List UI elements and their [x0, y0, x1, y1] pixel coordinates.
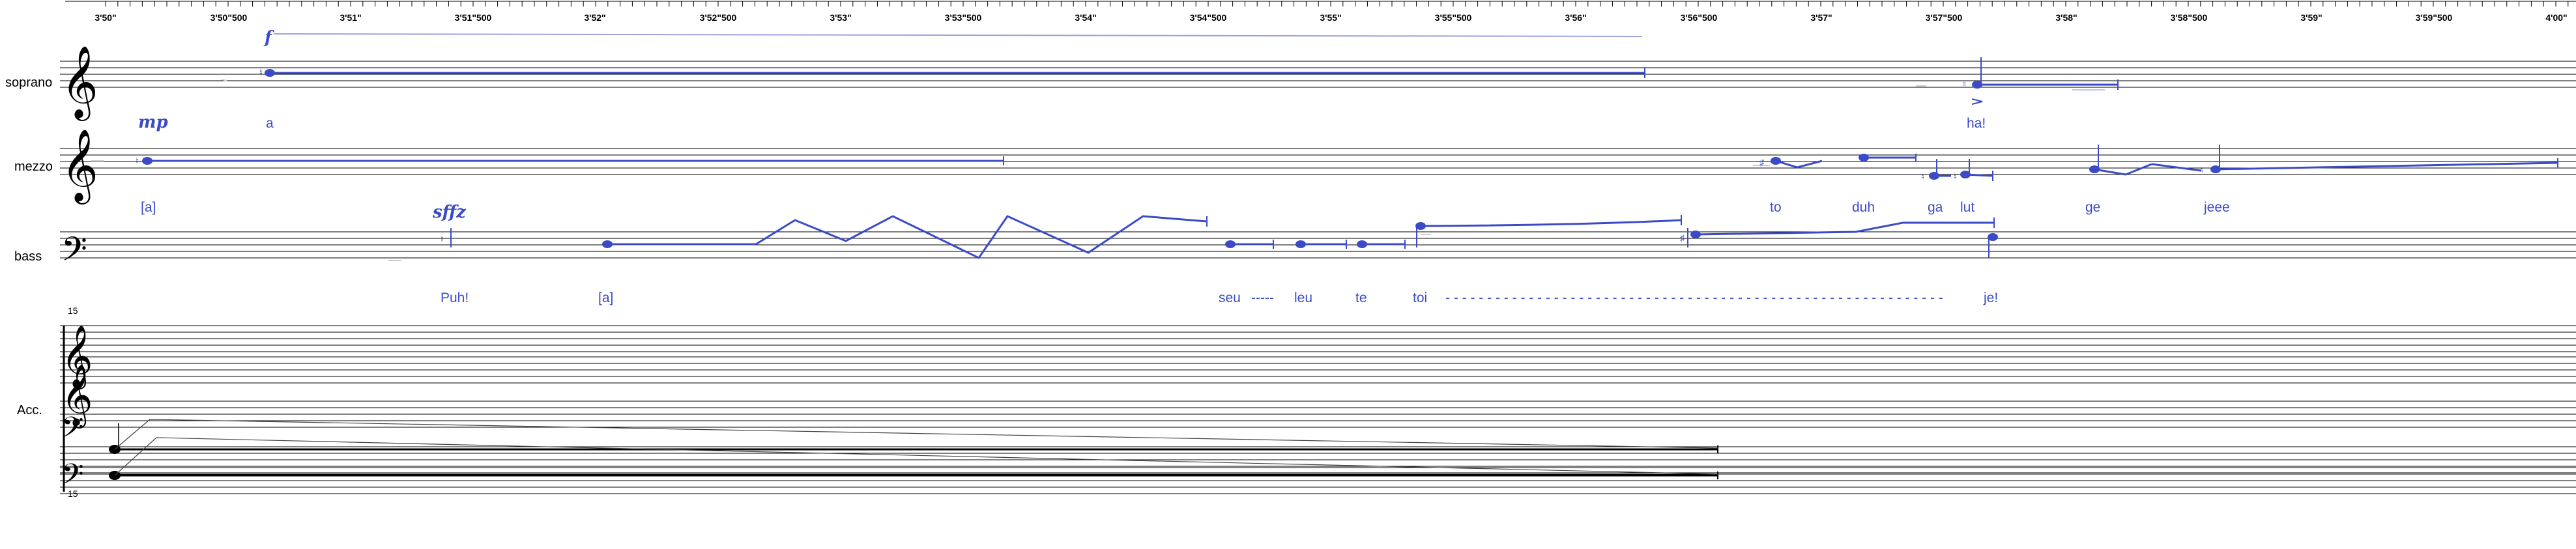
- tick-label: 3'58"500: [2171, 12, 2208, 23]
- tick-label: 3'57": [1810, 12, 1832, 23]
- lyric-syllable: ge: [2085, 200, 2100, 215]
- treble-clef-icon: 𝄞: [61, 45, 98, 121]
- tick-label: 3'51"500: [455, 12, 492, 23]
- tick-label: 3'54": [1075, 12, 1096, 23]
- lyric-syllable: ha!: [1967, 116, 1986, 131]
- tick-label: 3'53": [830, 12, 851, 23]
- tick-label: 3'50": [94, 12, 116, 23]
- lyric-syllable: leu: [1294, 290, 1312, 305]
- bass-clef-icon: 𝄢: [61, 457, 84, 498]
- tick-label: 3'57"500: [1926, 12, 1963, 23]
- natural-sign-icon: ♮: [441, 234, 444, 244]
- bass-clef-icon: 𝄢: [61, 410, 84, 451]
- tick-label: 3'51": [340, 12, 361, 23]
- lyric-syllable: je!: [1983, 290, 1998, 305]
- staff-lines: [60, 61, 2576, 494]
- lyric-syllable: te: [1355, 290, 1367, 305]
- natural-sign-icon: ♮: [1921, 171, 1924, 182]
- accent-icon: [1971, 98, 1983, 105]
- staff-name-soprano: soprano: [5, 76, 52, 90]
- lyric-syllable: to: [1770, 200, 1782, 215]
- dynamic-extension-line: [273, 33, 1643, 37]
- glissando-line: [2151, 163, 2202, 172]
- tick-label: 3'53"500: [945, 12, 982, 23]
- sharp-sign-icon: ♯: [1759, 157, 1765, 167]
- bass-notation: sffz ♮ ♯ Puh! [a] seu ----- leu te toi: [388, 203, 1998, 305]
- dynamic-f: f: [263, 28, 274, 48]
- dynamic-sffz: sffz: [432, 203, 467, 222]
- glissando-line: [2094, 168, 2126, 176]
- lyric-extender: -----: [1251, 290, 1274, 305]
- note-head: [1988, 233, 1998, 241]
- tick-label: 3'56"500: [1681, 12, 1718, 23]
- soprano-notation: f ♮ ♮ mp a ha!: [138, 28, 2119, 132]
- tick-label: 3'59": [2300, 12, 2322, 23]
- natural-sign-icon: ♮: [259, 67, 263, 77]
- ruler-minor-ticks: [105, 1, 2569, 7]
- lyric-syllable: a: [266, 116, 274, 131]
- lyric-syllable: Puh!: [441, 290, 469, 305]
- ottava-top-label: 15: [68, 305, 78, 316]
- lyric-syllable: [a]: [598, 290, 613, 305]
- sharp-sign-icon: ♯: [1680, 232, 1685, 243]
- lyric-syllable: [a]: [141, 200, 156, 215]
- treble-clef-icon: 𝄞: [61, 128, 98, 204]
- staff-name-bass: bass: [14, 249, 42, 264]
- ruler-labels: 3'50" 3'50"500 3'51" 3'51"500 3'52" 3'52…: [94, 12, 2567, 23]
- glissando-line: [114, 419, 1718, 450]
- note-duration-line: [2215, 162, 2558, 171]
- tick-label: 3'52"500: [700, 12, 737, 23]
- tick-label: 3'56": [1565, 12, 1586, 23]
- accompaniment-notation: [109, 419, 1718, 480]
- note-duration-line: [1695, 221, 1994, 236]
- lyric-syllable: duh: [1852, 200, 1875, 215]
- lyric-syllable: lut: [1960, 200, 1975, 215]
- natural-sign-icon: ♮: [1954, 171, 1957, 182]
- natural-sign-icon: ♮: [1963, 79, 1966, 89]
- tick-label: 3'55"500: [1435, 12, 1472, 23]
- lyric-syllable: seu: [1219, 290, 1241, 305]
- lyric-syllable: ga: [1928, 200, 1943, 215]
- staff-name-acc: Acc.: [17, 403, 42, 417]
- tick-label: 3'54"500: [1190, 12, 1227, 23]
- tick-label: 3'58": [2055, 12, 2077, 23]
- timeline-ruler: 3'50" 3'50"500 3'51" 3'51"500 3'52" 3'52…: [65, 1, 2576, 23]
- tick-label: 3'55": [1320, 12, 1341, 23]
- tick-label: 3'59"500: [2416, 12, 2453, 23]
- note-duration-line: [1420, 219, 1682, 227]
- natural-sign-icon: ♮: [136, 156, 139, 166]
- note-duration-line: [1965, 173, 1993, 177]
- natural-sign-icon: ♮: [2200, 165, 2203, 175]
- ottava-bottom-label: 15: [68, 488, 78, 499]
- treble-clef-icon: 𝄞: [61, 364, 93, 429]
- lyric-syllable: toi: [1413, 290, 1427, 305]
- grace-mark: [221, 79, 227, 81]
- lyric-syllable: jeee: [2203, 200, 2230, 215]
- glissando-line: [2125, 163, 2152, 176]
- glissando-line: [1797, 160, 1823, 169]
- treble-clef-icon: 𝄞: [61, 325, 93, 389]
- tick-label: 3'50"500: [210, 12, 248, 23]
- lyric-extender: - - - - - - - - - - - - - - - - - - - - …: [1445, 290, 1943, 305]
- mezzo-notation: ♮ ♯ ♮ ♮ ♮ [a] to duh ga lut ge: [91, 145, 2558, 215]
- tick-label: 4'00": [2545, 12, 2567, 23]
- glissando-line: [114, 437, 1718, 476]
- glissando-line: [1775, 160, 1798, 169]
- tick-label: 3'52": [584, 12, 605, 23]
- glissando-contour: [607, 215, 1208, 259]
- staff-name-mezzo: mezzo: [14, 160, 53, 174]
- dynamic-mp: mp: [138, 113, 168, 132]
- bass-clef-icon: 𝄢: [61, 229, 87, 277]
